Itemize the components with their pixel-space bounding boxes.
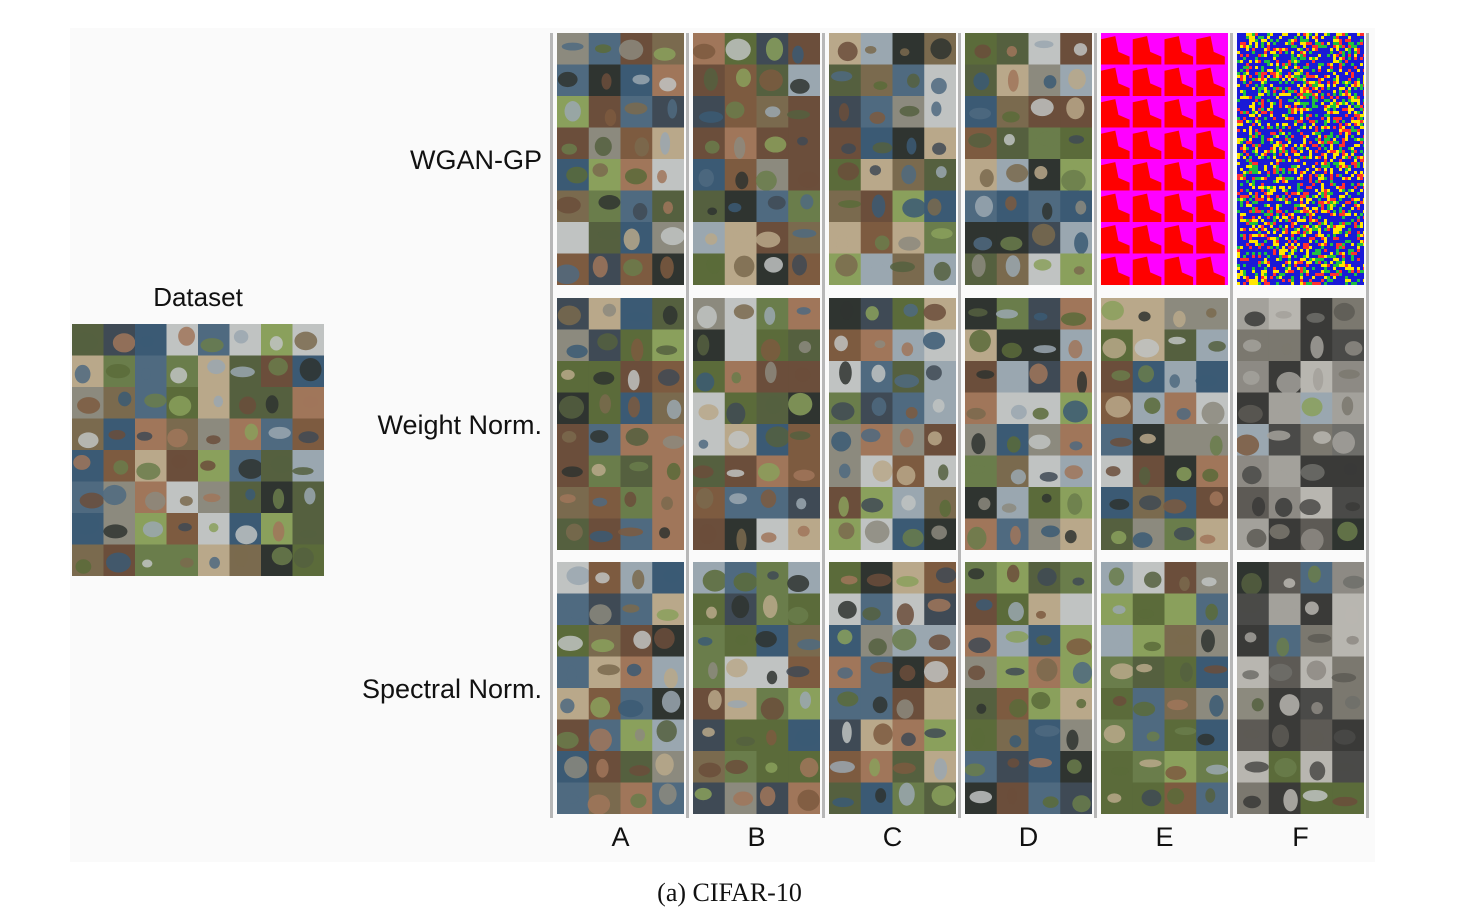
sample-grid-wgan-gp-e xyxy=(1101,33,1228,285)
sample-grid-wgan-gp-f xyxy=(1237,33,1364,285)
row-label-wgan-gp: WGAN-GP xyxy=(410,145,542,175)
column-separator xyxy=(822,33,825,818)
figure-caption: (a) CIFAR-10 xyxy=(657,878,802,907)
sample-grid-wgan-gp-c xyxy=(829,33,956,285)
sample-grid-spectral-norm-f xyxy=(1237,562,1364,814)
column-label-e: E xyxy=(1155,822,1174,852)
row-label-spectral-norm: Spectral Norm. xyxy=(361,674,542,704)
column-separator xyxy=(1094,33,1097,818)
column-label-c: C xyxy=(882,822,903,852)
column-separator xyxy=(958,33,961,818)
sample-grid-spectral-norm-e xyxy=(1101,562,1228,814)
column-label-b: B xyxy=(747,822,766,852)
column-label-f: F xyxy=(1292,822,1309,852)
sample-grid-wgan-gp-d xyxy=(965,33,1092,285)
sample-grid-spectral-norm-c xyxy=(829,562,956,814)
sample-grid-spectral-norm-a xyxy=(557,562,684,814)
sample-grid-spectral-norm-d xyxy=(965,562,1092,814)
column-separator xyxy=(1366,33,1369,818)
column-separator xyxy=(1230,33,1233,818)
sample-grid-weight-norm-c xyxy=(829,298,956,550)
sample-grid-weight-norm-d xyxy=(965,298,1092,550)
column-separator xyxy=(686,33,689,818)
column-label-a: A xyxy=(611,822,630,852)
sample-grid-wgan-gp-b xyxy=(693,33,820,285)
sample-grid-weight-norm-e xyxy=(1101,298,1228,550)
dataset-title: Dataset xyxy=(153,282,243,312)
row-label-weight-norm: Weight Norm. xyxy=(377,410,542,440)
sample-grid-wgan-gp-a xyxy=(557,33,684,285)
sample-grid-weight-norm-b xyxy=(693,298,820,550)
sample-grid-weight-norm-a xyxy=(557,298,684,550)
sample-grid-weight-norm-f xyxy=(1237,298,1364,550)
column-separator xyxy=(550,33,553,818)
dataset-sample-grid xyxy=(72,324,324,576)
column-label-d: D xyxy=(1018,822,1039,852)
sample-grid-spectral-norm-b xyxy=(693,562,820,814)
